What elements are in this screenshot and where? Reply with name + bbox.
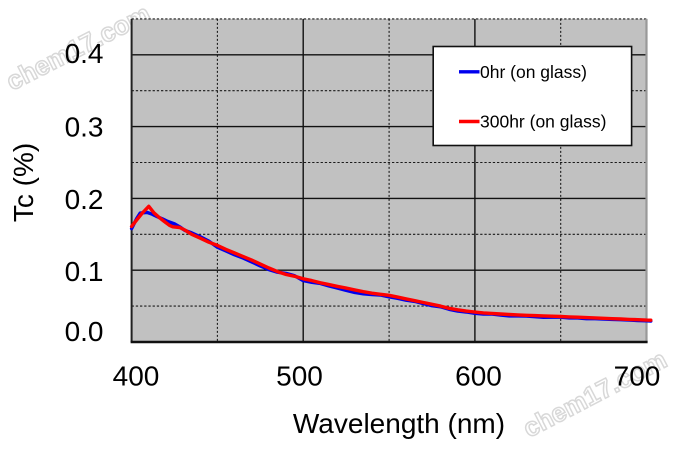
- svg-text:500: 500: [276, 361, 323, 392]
- svg-text:0.3: 0.3: [65, 112, 104, 143]
- svg-text:600: 600: [455, 361, 502, 392]
- svg-text:300hr (on glass): 300hr (on glass): [480, 112, 606, 132]
- svg-text:700: 700: [614, 361, 661, 392]
- svg-text:0.2: 0.2: [65, 184, 104, 215]
- svg-text:400: 400: [113, 361, 160, 392]
- svg-text:0.0: 0.0: [65, 316, 104, 347]
- svg-text:0.1: 0.1: [65, 256, 104, 287]
- svg-text:Wavelength (nm): Wavelength (nm): [293, 408, 505, 439]
- svg-text:0.4: 0.4: [65, 38, 104, 69]
- svg-text:Tc (%): Tc (%): [8, 143, 39, 222]
- svg-text:0hr (on glass): 0hr (on glass): [480, 62, 587, 82]
